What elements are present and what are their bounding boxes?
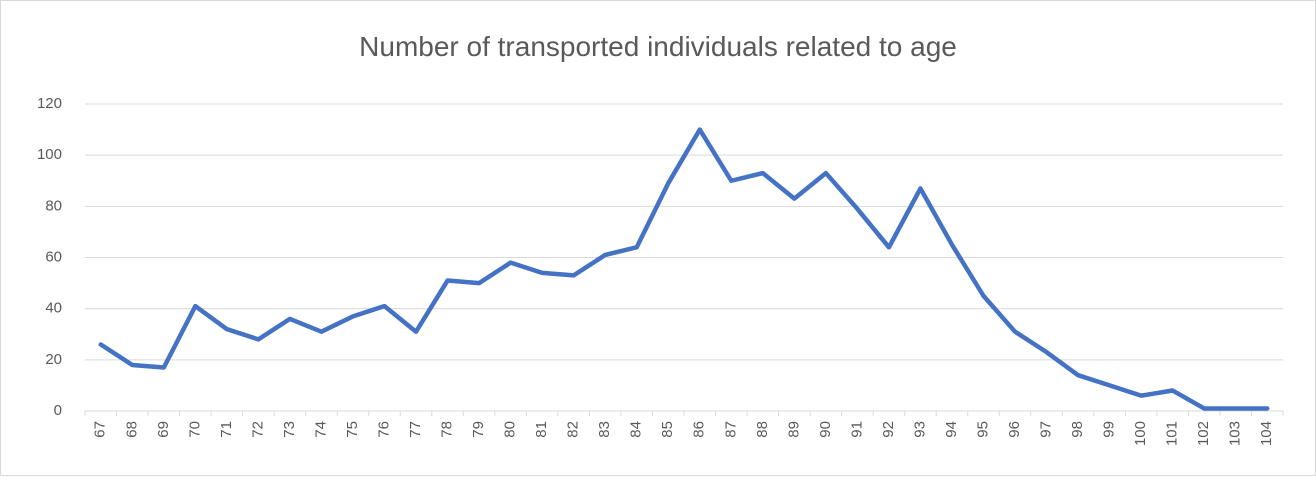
- x-tick-label: 102: [1195, 421, 1212, 446]
- x-tick-label: 71: [218, 421, 235, 438]
- x-tick-label: 79: [470, 421, 487, 438]
- x-tick-label: 76: [375, 421, 392, 438]
- x-tick-label: 80: [502, 421, 519, 438]
- chart-title: Number of transported individuals relate…: [359, 31, 957, 62]
- x-tick-label: 92: [880, 421, 897, 438]
- x-tick-label: 88: [754, 421, 771, 438]
- x-tick-label: 104: [1258, 421, 1275, 446]
- x-tick-label: 78: [439, 421, 456, 438]
- x-tick-label: 70: [186, 421, 203, 438]
- x-tick-label: 87: [722, 421, 739, 438]
- x-tick-label: 98: [1069, 421, 1086, 438]
- x-tick-label: 91: [848, 421, 865, 438]
- x-tick-label: 69: [155, 421, 172, 438]
- x-tick-label: 81: [533, 421, 550, 438]
- x-tick-label: 82: [565, 421, 582, 438]
- x-tick-label: 74: [312, 421, 329, 438]
- y-tick-label: 80: [45, 197, 62, 214]
- y-tick-label: 40: [45, 300, 62, 317]
- x-tick-label: 94: [943, 421, 960, 438]
- x-tick-label: 101: [1164, 421, 1181, 446]
- x-tick-label: 72: [249, 421, 266, 438]
- x-tick-label: 83: [596, 421, 613, 438]
- x-tick-label: 103: [1227, 421, 1244, 446]
- y-tick-label: 120: [37, 95, 62, 112]
- x-tick-label: 97: [1038, 421, 1055, 438]
- x-tick-label: 96: [1006, 421, 1023, 438]
- x-tick-label: 90: [817, 421, 834, 438]
- x-tick-label: 85: [659, 421, 676, 438]
- y-tick-label: 60: [45, 248, 62, 265]
- x-tick-label: 95: [974, 421, 991, 438]
- x-tick-label: 75: [344, 421, 361, 438]
- y-tick-label: 20: [45, 351, 62, 368]
- x-tick-label: 77: [407, 421, 424, 438]
- x-tick-label: 68: [123, 421, 140, 438]
- y-tick-label: 0: [54, 402, 62, 419]
- x-tick-label: 84: [628, 421, 645, 438]
- x-tick-label: 100: [1132, 421, 1149, 446]
- x-tick-label: 86: [691, 421, 708, 438]
- data-line: [98, 127, 1270, 411]
- x-tick-label: 73: [281, 421, 298, 438]
- x-tick-label: 67: [92, 421, 109, 438]
- x-tick-label: 93: [911, 421, 928, 438]
- x-tick-label: 89: [785, 421, 802, 438]
- y-tick-label: 100: [37, 146, 62, 163]
- x-tick-label: 99: [1101, 421, 1118, 438]
